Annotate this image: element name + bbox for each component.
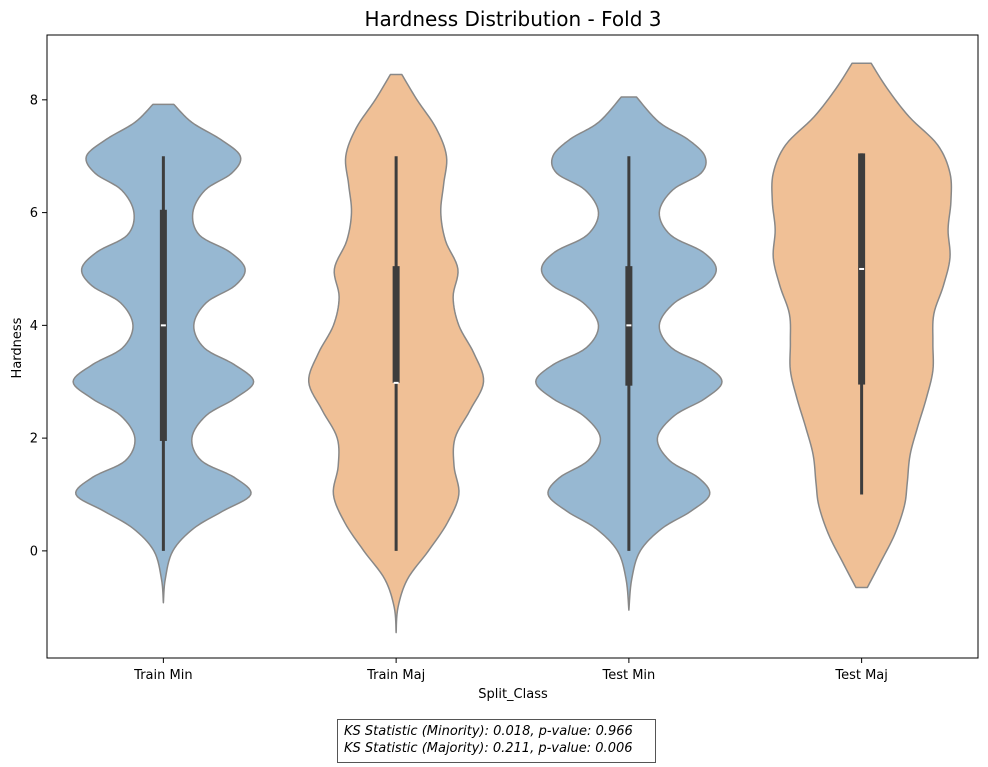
- y-tick-label: 2: [30, 432, 38, 447]
- chart-title: Hardness Distribution - Fold 3: [364, 7, 661, 31]
- violin-median-marker: [859, 267, 865, 270]
- violin-iqr-box: [392, 266, 400, 383]
- x-tick-label: Train Min: [133, 668, 192, 683]
- x-tick-label: Train Maj: [366, 668, 425, 683]
- ks-minority-text: KS Statistic (Minority): 0.018, p-value:…: [344, 724, 633, 739]
- x-axis-label: Split_Class: [478, 687, 548, 702]
- violin-median-marker: [160, 324, 166, 327]
- violin-median-marker: [393, 381, 399, 384]
- plot-frame: [46, 34, 979, 659]
- ks-majority-text: KS Statistic (Majority): 0.211, p-value:…: [344, 741, 633, 756]
- y-axis: 0 2 4 6 8: [30, 93, 47, 559]
- x-tick-label: Test Min: [601, 668, 655, 683]
- y-tick-label: 4: [30, 319, 38, 334]
- x-tick-label: Test Maj: [834, 668, 888, 683]
- ks-statistics-box: KS Statistic (Minority): 0.018, p-value:…: [337, 719, 656, 763]
- y-axis-label: Hardness: [10, 317, 25, 378]
- x-axis: Train Min Train Maj Test Min Test Maj: [133, 658, 888, 683]
- y-tick-label: 8: [30, 93, 38, 108]
- y-tick-label: 6: [30, 206, 38, 221]
- y-tick-label: 0: [30, 544, 38, 559]
- violins-group: [72, 62, 953, 634]
- violin-median-marker: [626, 324, 632, 327]
